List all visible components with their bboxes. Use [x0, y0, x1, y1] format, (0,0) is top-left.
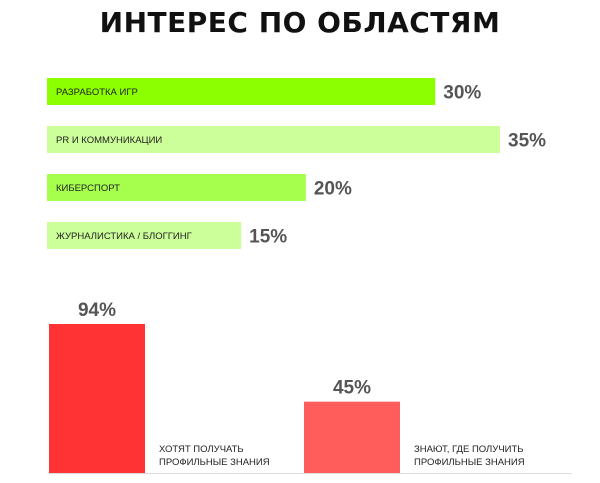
vbar-value-2: 45%	[333, 378, 371, 399]
hbar-4	[47, 222, 242, 249]
hbar-value-2: 35%	[508, 131, 546, 152]
hbar-label-1: РАЗРАБОТКА ИГР	[56, 87, 138, 98]
hbar-label-3: КИБЕРСПОРТ	[56, 183, 120, 194]
vbar-1	[49, 324, 145, 473]
chart-title: ИНТЕРЕС ПО ОБЛАСТЯМ	[99, 6, 501, 39]
vbar-caption-1-line-2: ПРОФИЛЬНЫЕ ЗНАНИЯ	[159, 457, 270, 468]
hbar-3	[47, 174, 306, 201]
hbar-value-4: 15%	[249, 227, 287, 248]
hbar-value-3: 20%	[314, 179, 352, 200]
hbar-label-4: ЖУРНАЛИСТИКА / БЛОГГИНГ	[56, 231, 192, 242]
vbar-value-1: 94%	[78, 300, 116, 321]
hbar-value-1: 30%	[443, 83, 481, 104]
vbar-caption-2-line-1: ЗНАЮТ, ГДЕ ПОЛУЧИТЬ	[414, 444, 524, 455]
hbar-2	[47, 126, 500, 153]
vbar-caption-1-line-1: ХОТЯТ ПОЛУЧАТЬ	[159, 444, 244, 455]
hbar-1	[47, 78, 436, 105]
vbar-caption-2-line-2: ПРОФИЛЬНЫЕ ЗНАНИЯ	[414, 457, 525, 468]
hbar-label-2: PR И КОММУНИКАЦИИ	[56, 135, 162, 146]
vbar-2	[304, 401, 400, 473]
